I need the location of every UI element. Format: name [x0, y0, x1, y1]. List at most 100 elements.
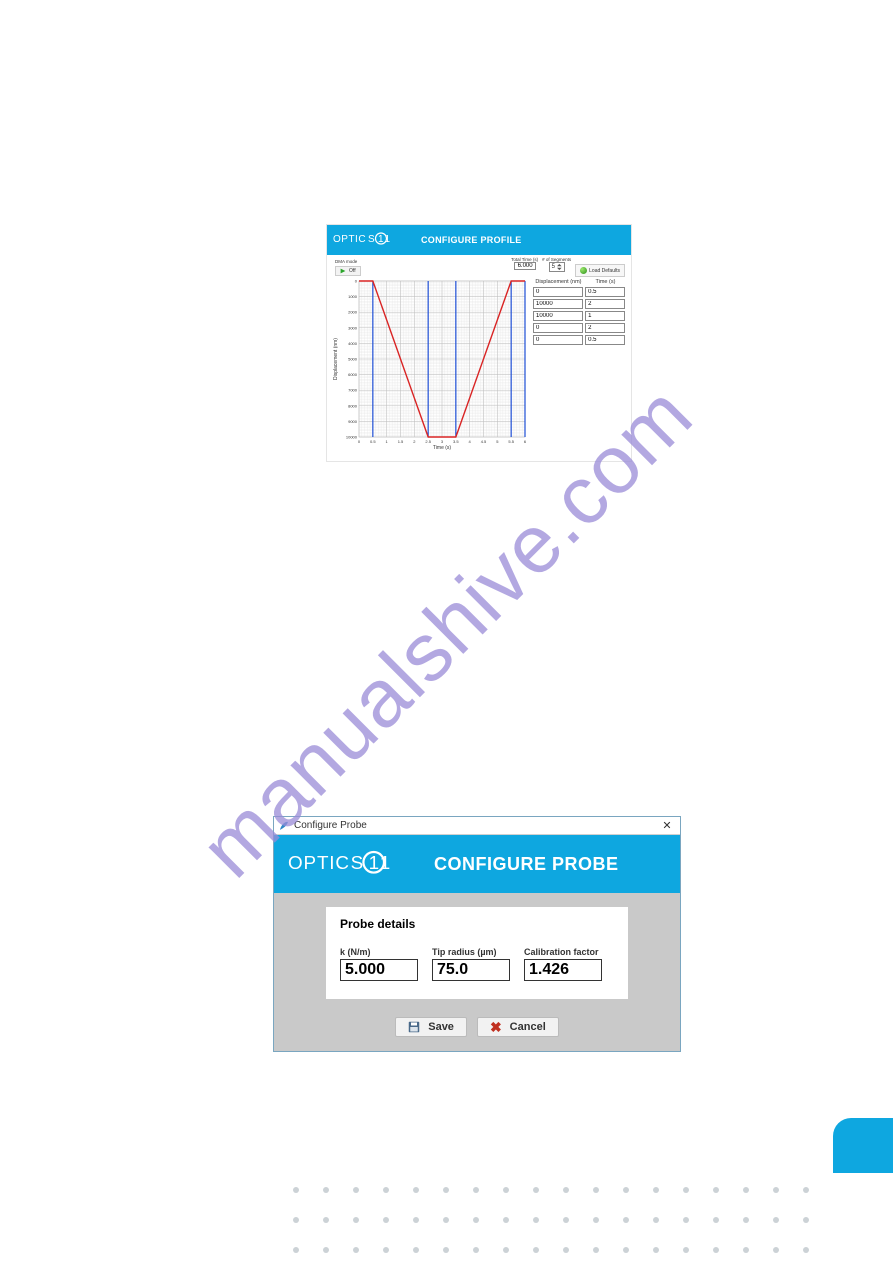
profile-chart: 00.511.522.533.544.555.56010002000300040… — [329, 277, 529, 453]
svg-text:7000: 7000 — [348, 388, 358, 393]
decorative-dot — [683, 1187, 689, 1193]
decorative-dot — [353, 1247, 359, 1253]
dot-row — [0, 1217, 809, 1223]
segment-time-input[interactable] — [585, 323, 625, 333]
total-time-input[interactable] — [514, 262, 536, 270]
segments-count-stepper[interactable]: 5 — [549, 262, 565, 272]
segment-row — [533, 311, 625, 321]
probe-header-title: CONFIGURE PROBE — [434, 854, 619, 875]
svg-text:S: S — [368, 234, 375, 245]
svg-text:5000: 5000 — [348, 357, 358, 362]
decorative-dot — [653, 1247, 659, 1253]
svg-text:4: 4 — [469, 439, 472, 444]
decorative-dot — [623, 1187, 629, 1193]
svg-text:Time (s): Time (s) — [433, 445, 451, 451]
dot-row — [0, 1187, 809, 1193]
decorative-dot — [593, 1217, 599, 1223]
decorative-dot — [443, 1187, 449, 1193]
cancel-button[interactable]: ✖ Cancel — [477, 1017, 559, 1037]
save-icon — [408, 1021, 420, 1033]
segment-time-input[interactable] — [585, 299, 625, 309]
k-label: k (N/m) — [340, 947, 418, 957]
decorative-dot — [293, 1187, 299, 1193]
decorative-dot — [413, 1217, 419, 1223]
profile-header-bar: OPTIC 1 1 S CONFIGURE PROFILE — [327, 225, 631, 255]
segment-disp-input[interactable] — [533, 299, 583, 309]
svg-text:1: 1 — [369, 852, 379, 873]
save-button-label: Save — [428, 1021, 454, 1033]
decorative-dot — [773, 1187, 779, 1193]
svg-text:5: 5 — [496, 439, 499, 444]
profile-header-title: CONFIGURE PROFILE — [421, 235, 522, 245]
decorative-dot — [593, 1247, 599, 1253]
decorative-dot — [533, 1247, 539, 1253]
decorative-dot — [443, 1247, 449, 1253]
decorative-dot — [713, 1217, 719, 1223]
calibration-factor-input[interactable] — [524, 959, 602, 981]
svg-text:6: 6 — [524, 439, 527, 444]
decorative-dot — [653, 1217, 659, 1223]
close-icon: ✕ — [662, 819, 671, 832]
decorative-dot — [533, 1217, 539, 1223]
decorative-dot — [353, 1217, 359, 1223]
save-button[interactable]: Save — [395, 1017, 467, 1037]
configure-profile-panel: OPTIC 1 1 S CONFIGURE PROFILE DMA mode O… — [326, 224, 632, 462]
svg-text:1: 1 — [378, 234, 384, 245]
segment-disp-input[interactable] — [533, 287, 583, 297]
configure-probe-window: Configure Probe ✕ OPTIC 1 1 S CONFIGURE … — [273, 816, 681, 1052]
decorative-dot-grid — [0, 1187, 893, 1253]
decorative-dot — [683, 1217, 689, 1223]
dma-state: Off — [349, 268, 356, 274]
decorative-dot — [473, 1247, 479, 1253]
svg-text:6000: 6000 — [348, 372, 358, 377]
svg-text:5.5: 5.5 — [508, 439, 514, 444]
tip-radius-label: Tip radius (µm) — [432, 947, 510, 957]
dot-row — [0, 1247, 809, 1253]
decorative-dot — [593, 1187, 599, 1193]
decorative-dot — [323, 1247, 329, 1253]
app-feather-icon — [278, 820, 290, 832]
decorative-dot — [653, 1187, 659, 1193]
cancel-icon: ✖ — [490, 1020, 502, 1034]
decorative-dot — [413, 1187, 419, 1193]
decorative-dot — [773, 1247, 779, 1253]
svg-text:OPTIC: OPTIC — [288, 852, 350, 873]
dma-mode-block: DMA mode Off — [335, 259, 361, 276]
dma-mode-label: DMA mode — [335, 259, 361, 264]
segment-row — [533, 299, 625, 309]
decorative-dot — [323, 1187, 329, 1193]
profile-body: DMA mode Off Total Time (s) # of Segment… — [327, 255, 631, 461]
tip-radius-input[interactable] — [432, 959, 510, 981]
decorative-dot — [563, 1187, 569, 1193]
svg-text:3.5: 3.5 — [453, 439, 459, 444]
cancel-button-label: Cancel — [510, 1021, 546, 1033]
decorative-dot — [323, 1217, 329, 1223]
profile-top-controls: Total Time (s) # of Segments 5 Load Defa… — [511, 257, 625, 277]
segment-time-input[interactable] — [585, 287, 625, 297]
window-close-button[interactable]: ✕ — [658, 819, 676, 833]
svg-text:2000: 2000 — [348, 310, 358, 315]
load-defaults-label: Load Defaults — [589, 268, 620, 274]
svg-text:1: 1 — [380, 852, 390, 873]
svg-text:0.5: 0.5 — [370, 439, 376, 444]
decorative-dot — [353, 1187, 359, 1193]
play-icon — [340, 268, 346, 274]
dma-mode-toggle[interactable]: Off — [335, 266, 361, 276]
segment-time-input[interactable] — [585, 335, 625, 345]
load-defaults-button[interactable]: Load Defaults — [575, 264, 625, 277]
segment-disp-input[interactable] — [533, 335, 583, 345]
probe-header-bar: OPTIC 1 1 S CONFIGURE PROBE — [274, 835, 680, 893]
segment-disp-input[interactable] — [533, 311, 583, 321]
k-input[interactable] — [340, 959, 418, 981]
probe-card-title: Probe details — [340, 917, 614, 931]
svg-text:4.5: 4.5 — [481, 439, 487, 444]
decorative-dot — [743, 1247, 749, 1253]
decorative-dot — [713, 1187, 719, 1193]
svg-text:3000: 3000 — [348, 325, 358, 330]
decorative-dot — [383, 1187, 389, 1193]
decorative-dot — [803, 1187, 809, 1193]
segment-disp-input[interactable] — [533, 323, 583, 333]
segment-time-input[interactable] — [585, 311, 625, 321]
probe-button-row: Save ✖ Cancel — [274, 1017, 680, 1051]
segment-row — [533, 323, 625, 333]
